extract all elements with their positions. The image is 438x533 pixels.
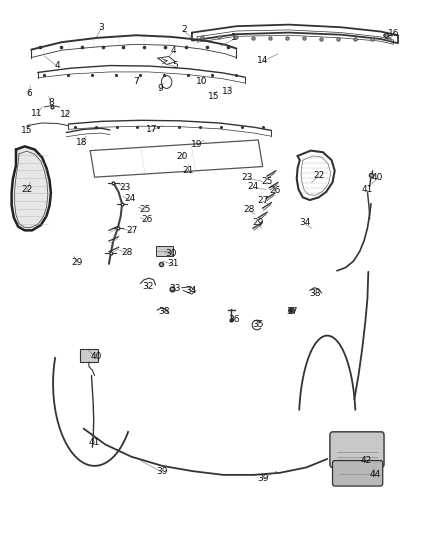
Text: 37: 37 — [286, 307, 298, 316]
Text: 9: 9 — [157, 84, 163, 93]
Text: 23: 23 — [120, 183, 131, 192]
Text: 30: 30 — [165, 249, 177, 258]
Text: 15: 15 — [21, 126, 33, 135]
Text: 44: 44 — [370, 471, 381, 479]
Text: 4: 4 — [170, 46, 176, 55]
Text: 4: 4 — [55, 61, 60, 70]
Text: 19: 19 — [191, 140, 203, 149]
Text: 27: 27 — [126, 226, 138, 235]
Text: 39: 39 — [257, 474, 268, 482]
Text: 28: 28 — [122, 248, 133, 257]
Text: 32: 32 — [143, 282, 154, 291]
Text: 33: 33 — [170, 284, 181, 293]
Text: 36: 36 — [229, 315, 240, 324]
Text: 28: 28 — [243, 205, 254, 214]
Text: 13: 13 — [222, 86, 233, 95]
Text: 23: 23 — [242, 173, 253, 182]
Text: 39: 39 — [156, 467, 168, 475]
Text: 7: 7 — [133, 77, 139, 86]
Text: 26: 26 — [269, 186, 281, 195]
Text: 21: 21 — [183, 166, 194, 175]
Text: 15: 15 — [208, 92, 219, 101]
Text: 29: 29 — [253, 219, 264, 228]
Text: 3: 3 — [98, 23, 104, 32]
Text: 38: 38 — [159, 307, 170, 316]
Text: 41: 41 — [89, 439, 100, 448]
Text: 41: 41 — [362, 185, 373, 194]
Text: 31: 31 — [167, 260, 179, 268]
Text: 11: 11 — [31, 109, 42, 118]
Text: 24: 24 — [247, 182, 259, 191]
Text: 26: 26 — [141, 215, 153, 224]
Text: 20: 20 — [176, 152, 187, 161]
Text: 6: 6 — [26, 89, 32, 98]
Polygon shape — [12, 147, 51, 230]
Text: 40: 40 — [90, 352, 102, 361]
Text: 34: 34 — [185, 286, 196, 295]
Text: 27: 27 — [257, 196, 268, 205]
Text: 14: 14 — [257, 56, 268, 64]
Text: 1: 1 — [231, 34, 237, 43]
FancyBboxPatch shape — [332, 461, 383, 486]
FancyBboxPatch shape — [330, 432, 384, 467]
Text: 18: 18 — [76, 138, 87, 147]
Text: 8: 8 — [48, 98, 54, 107]
Text: 12: 12 — [60, 110, 71, 119]
Text: 34: 34 — [300, 219, 311, 228]
Text: 2: 2 — [181, 26, 187, 35]
Text: 40: 40 — [371, 173, 383, 182]
Text: 25: 25 — [139, 205, 151, 214]
Bar — [155, 246, 173, 256]
Bar — [80, 349, 98, 362]
Text: 17: 17 — [145, 125, 157, 134]
Text: 29: 29 — [71, 258, 83, 266]
Text: 22: 22 — [313, 171, 324, 180]
Text: 16: 16 — [388, 29, 399, 38]
Text: 22: 22 — [21, 185, 32, 194]
Text: 35: 35 — [253, 320, 264, 329]
Text: 10: 10 — [196, 77, 207, 86]
Text: 25: 25 — [261, 177, 273, 186]
Text: 5: 5 — [173, 61, 178, 70]
Text: 24: 24 — [124, 195, 135, 204]
Text: 42: 42 — [361, 456, 372, 465]
Text: 38: 38 — [309, 288, 321, 297]
